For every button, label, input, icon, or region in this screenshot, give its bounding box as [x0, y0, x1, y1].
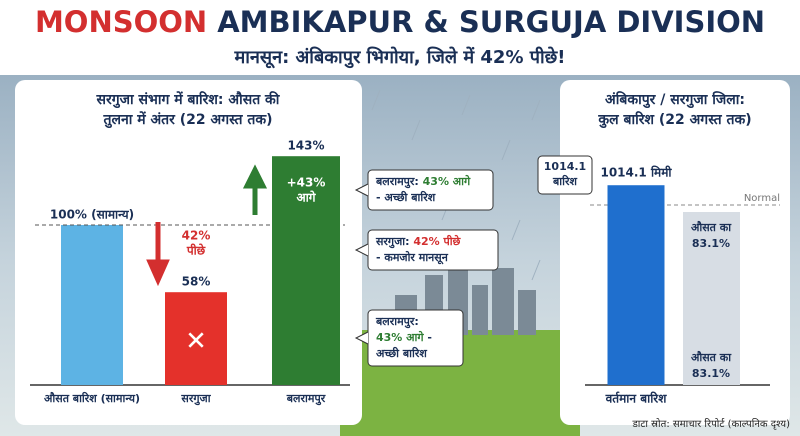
- title: MONSOON AMBIKAPUR & SURGUJA DIVISION: [35, 5, 765, 39]
- callout-part: बलरामपुर:: [375, 175, 423, 189]
- category-label: बलरामपुर: [286, 392, 326, 406]
- bar: [165, 292, 227, 385]
- callout-pointer: [354, 243, 369, 257]
- callout-text: बलरामपुर:: [375, 315, 419, 329]
- bar: [61, 225, 123, 385]
- category-label: वर्तमान बारिश: [605, 392, 668, 406]
- callout-text: बलरामपुर: 43% आगे: [375, 174, 471, 189]
- callout-part: अच्छी बारिश: [376, 346, 427, 360]
- callout-part: बलरामपुर:: [375, 315, 419, 329]
- callout-text: 1014.1: [544, 160, 586, 173]
- panel-title: अंबिकापुर / सरगुजा जिला:: [605, 91, 745, 109]
- comparison-label: 83.1%: [692, 367, 730, 380]
- bar: [272, 156, 340, 385]
- comparison-label: औसत का: [691, 220, 732, 234]
- callout-pointer: [354, 331, 369, 345]
- callout-text: 43% आगे -: [376, 330, 432, 344]
- callout-part: -: [424, 331, 432, 344]
- callout-part: 42% पीछे: [413, 234, 461, 248]
- annotation: आगे: [296, 191, 316, 205]
- annotation: पीछे: [186, 244, 206, 258]
- comparison-bar: [683, 212, 740, 385]
- callout-part: - कमजोर मानसून: [376, 250, 449, 265]
- callout-part: 43% आगे: [376, 330, 424, 344]
- callout-text: अच्छी बारिश: [376, 346, 427, 360]
- right-panel: [560, 80, 790, 425]
- callout-part: - अच्छी बारिश: [376, 190, 436, 204]
- callout-part: 43% आगे: [423, 174, 471, 188]
- annotation: +43%: [287, 176, 326, 190]
- annotation: 42%: [182, 229, 211, 243]
- category-label: औसत बारिश (सामान्य): [44, 391, 140, 405]
- callout-part: सरगुजा:: [375, 235, 413, 249]
- callout-box: [537, 155, 593, 195]
- value-label: 1014.1 मिमी: [600, 166, 672, 180]
- title-rest: AMBIKAPUR & SURGUJA DIVISION: [217, 5, 765, 39]
- title-highlight: MONSOON: [35, 5, 207, 39]
- callout-text: - अच्छी बारिश: [376, 190, 436, 204]
- comparison-label: 83.1%: [692, 237, 730, 250]
- header-band: [0, 0, 800, 75]
- category-label: सरगुजा: [180, 392, 211, 406]
- cross: ✕: [185, 327, 207, 357]
- value-label: 143%: [287, 139, 324, 153]
- down-arrow: [146, 222, 170, 287]
- callout-pointer: [354, 183, 369, 197]
- callout-text: सरगुजा: 42% पीछे: [375, 234, 462, 249]
- panel-title: कुल बारिश (22 अगस्त तक): [597, 111, 751, 129]
- source: डाटा स्रोत: समाचार रिपोर्ट (काल्पनिक दृश…: [631, 418, 790, 430]
- value-label: 58%: [182, 275, 211, 289]
- callout-text: बारिश: [552, 174, 577, 188]
- panel-title: सरगुजा संभाग में बारिश: औसत की: [96, 91, 281, 109]
- normal-label: Normal: [744, 193, 780, 204]
- subtitle: मानसून: अंबिकापुर भिगोया, जिले में 42% प…: [234, 46, 566, 69]
- bar: [607, 185, 665, 385]
- comparison-label: औसत का: [691, 350, 732, 364]
- callout-text: - कमजोर मानसून: [376, 250, 449, 265]
- value-label: 100% (सामान्य): [50, 208, 134, 222]
- panel-title: तुलना में अंतर (22 अगस्त तक): [102, 111, 272, 129]
- up-arrow: [242, 164, 268, 215]
